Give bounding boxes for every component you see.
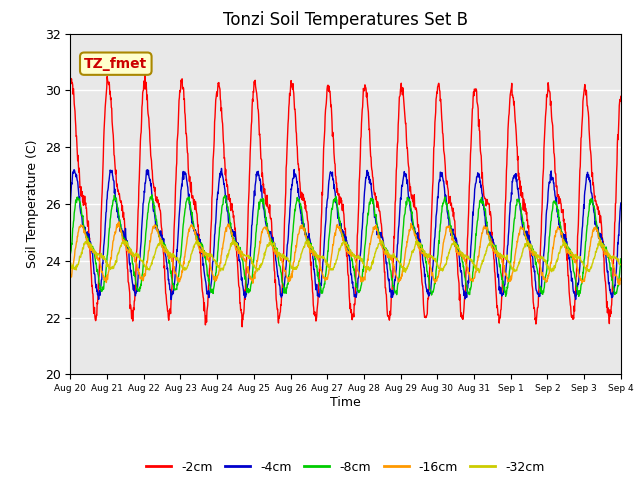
-16cm <box>617 277 625 283</box>
-8cm <box>617 256 625 262</box>
-16cm <box>67 275 74 281</box>
-16cm <box>504 275 511 281</box>
-16cm <box>616 282 623 288</box>
-4cm <box>432 224 440 229</box>
-32cm <box>157 237 165 243</box>
-2cm <box>432 109 440 115</box>
-2cm <box>141 72 149 77</box>
-2cm <box>617 94 625 99</box>
-32cm <box>189 246 197 252</box>
-2cm <box>252 77 259 83</box>
-32cm <box>67 260 74 266</box>
-16cm <box>431 277 439 283</box>
-4cm <box>617 200 625 206</box>
Line: -2cm: -2cm <box>70 74 621 327</box>
Text: TZ_fmet: TZ_fmet <box>84 57 147 71</box>
-4cm <box>176 204 184 210</box>
-32cm <box>552 259 560 265</box>
-4cm <box>552 199 560 204</box>
-8cm <box>189 220 197 226</box>
-4cm <box>218 166 225 171</box>
Line: -32cm: -32cm <box>70 240 621 273</box>
-8cm <box>148 192 156 198</box>
Line: -16cm: -16cm <box>70 222 621 285</box>
Title: Tonzi Soil Temperatures Set B: Tonzi Soil Temperatures Set B <box>223 11 468 29</box>
-4cm <box>189 222 197 228</box>
-8cm <box>575 293 582 299</box>
-16cm <box>189 226 197 232</box>
-4cm <box>504 243 511 249</box>
-8cm <box>176 262 184 268</box>
-2cm <box>238 324 246 330</box>
-16cm <box>251 276 259 281</box>
-8cm <box>67 251 74 257</box>
-8cm <box>431 276 439 282</box>
-2cm <box>176 87 184 93</box>
-4cm <box>252 183 259 189</box>
-8cm <box>251 245 259 251</box>
-8cm <box>504 284 511 290</box>
-2cm <box>67 75 74 81</box>
-32cm <box>176 259 184 265</box>
-2cm <box>504 144 511 150</box>
Line: -4cm: -4cm <box>70 168 621 300</box>
-4cm <box>167 297 175 302</box>
-32cm <box>431 255 439 261</box>
-4cm <box>67 201 74 207</box>
-32cm <box>617 262 625 267</box>
-32cm <box>476 270 483 276</box>
-32cm <box>251 264 259 270</box>
X-axis label: Time: Time <box>330 396 361 409</box>
Y-axis label: Soil Temperature (C): Soil Temperature (C) <box>26 140 39 268</box>
-32cm <box>504 258 511 264</box>
-2cm <box>552 184 560 190</box>
Legend: -2cm, -4cm, -8cm, -16cm, -32cm: -2cm, -4cm, -8cm, -16cm, -32cm <box>141 456 550 479</box>
-2cm <box>189 195 197 201</box>
-16cm <box>552 228 559 234</box>
-16cm <box>115 219 123 225</box>
-16cm <box>176 278 184 284</box>
-8cm <box>552 199 559 205</box>
Line: -8cm: -8cm <box>70 195 621 296</box>
